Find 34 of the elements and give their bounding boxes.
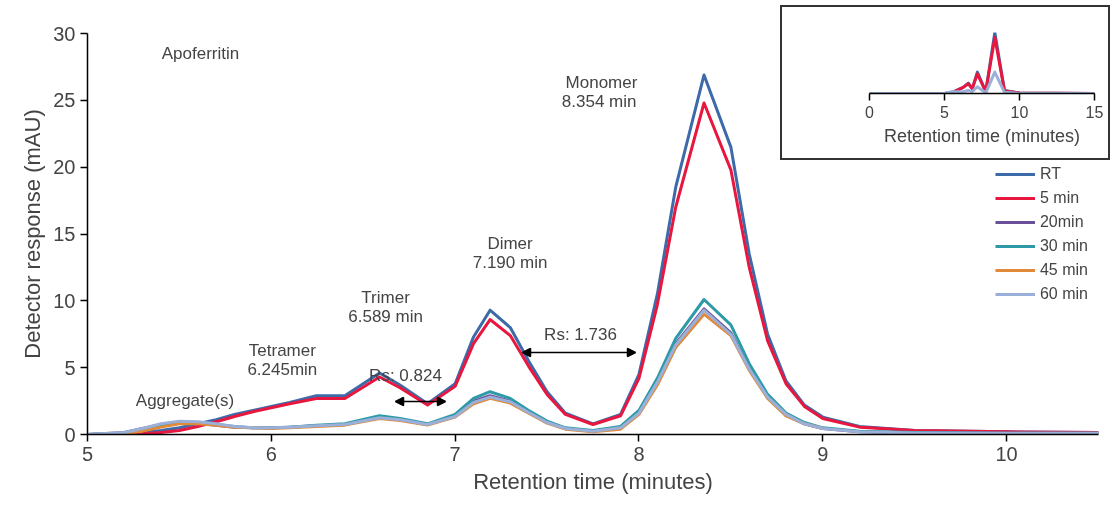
- y-tick-label: 0: [64, 423, 76, 446]
- x-tick-label: 15: [1085, 103, 1104, 121]
- y-tick-label: 5: [64, 356, 76, 379]
- y-axis-title: Detector response (mAU): [20, 109, 46, 359]
- annotation: Trimer 6.589 min: [348, 288, 423, 327]
- y-tick-label: 20: [53, 156, 76, 179]
- annotation: Rs: 0.824: [369, 365, 442, 385]
- x-tick-label: 10: [995, 442, 1018, 465]
- y-tick-label: 15: [53, 223, 76, 245]
- legend-label: 30 min: [1039, 235, 1088, 256]
- x-axis-title: Retention time (minutes): [473, 468, 713, 494]
- annotation: Tetramer 6.245min: [247, 340, 318, 379]
- x-tick-label: 8: [633, 442, 645, 465]
- legend-label: 60 min: [1039, 283, 1088, 304]
- annotation: Apoferritin: [161, 43, 240, 63]
- y-tick-label: 30: [53, 22, 76, 45]
- x-tick-label: 6: [265, 442, 277, 465]
- x-tick-label: 10: [1010, 103, 1029, 121]
- legend-label: 20min: [1039, 211, 1084, 232]
- x-axis-title: Retention time (minutes): [883, 125, 1081, 146]
- legend-label: 5 min: [1039, 187, 1080, 208]
- x-tick-label: 0: [865, 103, 875, 121]
- x-tick-label: 7: [449, 442, 461, 465]
- annotation: Rs: 1.736: [544, 324, 617, 344]
- y-tick-label: 25: [53, 89, 76, 112]
- annotation: Aggregate(s): [135, 391, 235, 411]
- legend-label: RT: [1039, 163, 1062, 184]
- annotation: Dimer 7.190 min: [472, 234, 548, 273]
- x-tick-label: 5: [940, 103, 950, 121]
- y-tick-label: 10: [53, 289, 76, 312]
- annotation: Monomer 8.354 min: [561, 72, 638, 111]
- x-tick-label: 9: [817, 442, 829, 465]
- x-tick-label: 5: [81, 442, 94, 465]
- legend-label: 45 min: [1039, 259, 1088, 280]
